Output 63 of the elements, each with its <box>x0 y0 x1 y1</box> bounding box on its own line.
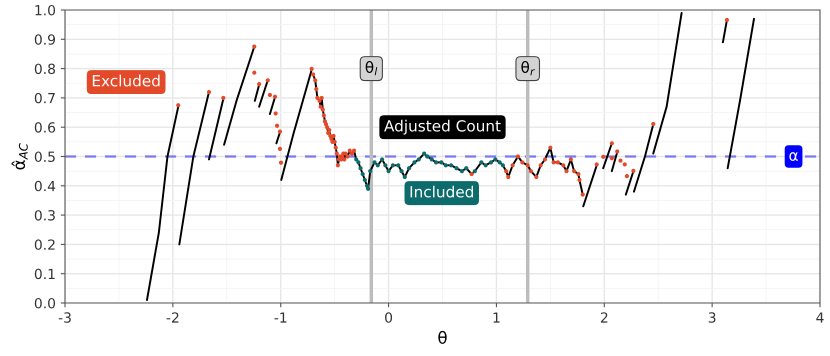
y-tick-label: 0.9 <box>34 34 55 45</box>
x-tick-label: 1 <box>494 312 500 323</box>
point <box>498 160 502 164</box>
y-tick-label: 0.6 <box>34 122 56 133</box>
y-axis-title: α̂$_{AC}$ <box>12 143 28 170</box>
point <box>434 160 438 164</box>
y-tick-label: 0.1 <box>34 268 55 280</box>
y-tick-label: 0.8 <box>34 64 56 74</box>
point <box>449 163 454 168</box>
y-tick-label: 0.7 <box>34 92 55 104</box>
point <box>380 157 384 162</box>
point <box>460 169 464 174</box>
point <box>360 172 365 176</box>
point <box>383 163 388 168</box>
y-tick-label: 0.0 <box>34 298 56 308</box>
point <box>396 163 400 168</box>
ref-line-label: θ$_{r}$ <box>521 61 535 76</box>
x-tick-label: 4 <box>816 312 824 323</box>
point <box>356 160 360 164</box>
y-tick-label: 0.5 <box>34 151 55 162</box>
point <box>362 178 367 182</box>
point <box>354 157 358 162</box>
point <box>500 163 505 168</box>
point <box>479 160 484 164</box>
point <box>412 160 417 164</box>
point <box>425 154 430 159</box>
series-label: Adjusted Count <box>384 120 501 135</box>
x-tick-label: -3 <box>58 312 71 323</box>
point <box>368 169 372 174</box>
point <box>372 160 377 164</box>
point <box>406 166 412 170</box>
series-label: Excluded <box>92 74 160 87</box>
point <box>390 163 395 168</box>
point <box>358 166 363 170</box>
point <box>439 160 444 164</box>
point <box>444 163 448 168</box>
x-tick-label: 0 <box>385 312 392 323</box>
x-tick-label: 3 <box>708 312 716 323</box>
series-label: Included <box>410 186 474 198</box>
point <box>422 151 426 156</box>
x-tick-label: 2 <box>600 312 608 323</box>
point <box>488 160 494 164</box>
point <box>493 157 498 162</box>
x-tick-label: -2 <box>166 312 178 323</box>
point <box>454 166 459 170</box>
point <box>376 163 380 168</box>
point <box>399 169 404 174</box>
y-tick-label: 1.0 <box>35 4 56 16</box>
point <box>484 163 488 168</box>
x-tick-label: -1 <box>274 312 286 323</box>
point <box>366 186 370 191</box>
x-axis-title: θ <box>438 330 447 344</box>
point <box>430 157 434 162</box>
point <box>464 166 468 170</box>
point <box>416 157 421 162</box>
point <box>472 169 477 174</box>
y-tick-label: 0.4 <box>34 180 56 192</box>
point <box>402 174 407 180</box>
ref-line-label: θ$_{l}$ <box>366 61 378 76</box>
ref-line-label: α <box>789 152 798 161</box>
y-tick-label: 0.2 <box>34 239 55 250</box>
y-tick-label: 0.3 <box>34 210 55 221</box>
point <box>386 169 391 174</box>
